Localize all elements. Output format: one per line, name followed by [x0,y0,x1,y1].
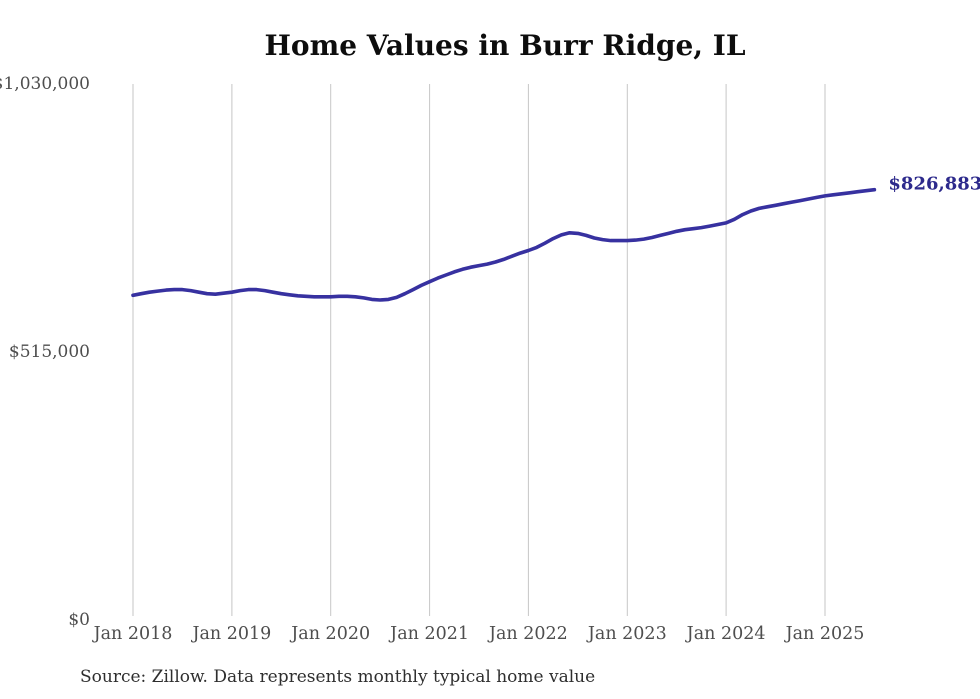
x-axis-tick-label: Jan 2023 [587,624,667,644]
y-axis-tick-label: $0 [68,610,90,630]
x-axis-tick-label: Jan 2024 [686,624,766,644]
x-axis-tick-label: Jan 2021 [390,624,470,644]
home-value-series-line [131,187,877,302]
x-axis-tick-label: Jan 2020 [291,624,371,644]
y-axis-tick-label: $1,030,000 [0,74,90,94]
chart-title: Home Values in Burr Ridge, IL [264,29,746,62]
x-axis-tick-label: Jan 2018 [93,624,173,644]
x-axis-tick-label: Jan 2019 [192,624,272,644]
source-note: Source: Zillow. Data represents monthly … [80,667,596,687]
x-axis-tick-label: Jan 2022 [488,624,568,644]
current-value-label: $826,883 [888,173,980,195]
x-axis-tick-label: Jan 2025 [785,624,865,644]
y-axis-tick-label: $515,000 [8,342,90,362]
